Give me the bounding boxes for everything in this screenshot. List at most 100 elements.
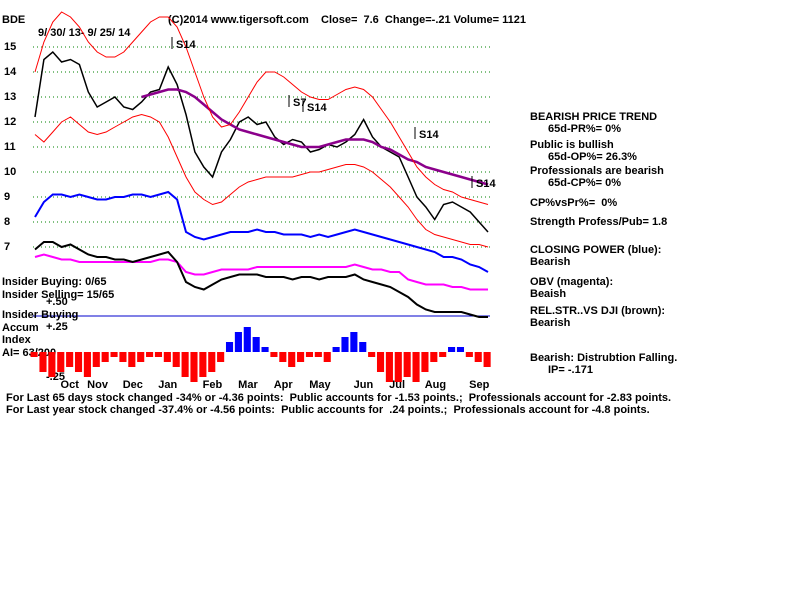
accum-bar: [57, 352, 65, 372]
accum-bar: [350, 332, 358, 352]
left-text: AI= 63/200: [2, 347, 56, 359]
accum-bar: [74, 352, 83, 372]
accum-bar: [163, 352, 171, 362]
right-text: Bearish: [530, 256, 571, 268]
accum-bar: [430, 352, 438, 362]
right-text: 65d-CP%= 0%: [548, 177, 621, 189]
y-tick-label: 11: [4, 141, 16, 153]
header: (C)2014 www.tigersoft.com Close= 7.6 Cha…: [168, 14, 526, 26]
signal-label: S14: [307, 102, 327, 114]
accum-bar: [92, 352, 100, 367]
accum-bar: [297, 352, 305, 362]
accum-bar: [208, 352, 216, 372]
accum-bar: [190, 352, 198, 382]
left-text: Insider Buying: 0/65: [2, 276, 107, 288]
y-tick-label: 12: [4, 116, 16, 128]
right-text: CP%vsPr%= 0%: [530, 197, 617, 209]
accum-bar: [394, 352, 402, 382]
y-tick-label: +.50: [46, 296, 68, 308]
x-tick-label: Feb: [203, 379, 223, 391]
right-text: Beaish: [530, 288, 566, 300]
right-text: Professionals are bearish: [530, 165, 664, 177]
accum-bar: [359, 342, 367, 352]
accum-bar: [448, 347, 456, 352]
y-tick-label: 15: [4, 41, 16, 53]
right-text: Bearish: Distrubtion Falling.: [530, 352, 677, 364]
accum-bar: [217, 352, 225, 362]
x-tick-label: May: [309, 379, 331, 391]
y-tick-label: 14: [4, 66, 17, 78]
accum-bar: [412, 352, 420, 382]
accum-bar: [403, 352, 411, 377]
legend-label: CLOSING POWER (blue):: [530, 244, 661, 256]
left-text: Insider Buying: [2, 309, 78, 321]
accum-bar: [181, 352, 189, 377]
y-tick-label: 9: [4, 191, 10, 203]
accum-bar: [305, 352, 314, 357]
right-text: 65d-OP%= 26.3%: [548, 151, 637, 163]
footer: For Last 65 days stock changed -34% or -…: [6, 392, 671, 404]
accum-bar: [172, 352, 180, 367]
accum-bar: [332, 347, 340, 352]
legend-label: REL.STR..VS DJI (brown):: [530, 305, 665, 317]
series-line: [141, 88, 489, 186]
accum-bar: [225, 342, 234, 352]
series-line: [34, 241, 488, 318]
accum-bar: [421, 352, 429, 372]
date-range: 9/ 30/ 13- 9/ 25/ 14: [38, 27, 131, 39]
accum-bar: [39, 352, 47, 372]
x-tick-label: Apr: [274, 379, 294, 391]
accum-bar: [48, 352, 56, 377]
x-tick-label: Nov: [87, 379, 109, 391]
accum-bar: [261, 347, 269, 352]
left-text: Index: [2, 334, 32, 346]
accum-bar: [154, 352, 163, 357]
accum-bar: [30, 352, 38, 357]
accum-bar: [279, 352, 287, 362]
series-line: [34, 11, 489, 205]
accum-bar: [83, 352, 91, 377]
accum-bar: [483, 352, 491, 367]
footer: For Last year stock changed -37.4% or -4…: [6, 404, 650, 416]
accum-bar: [66, 352, 74, 367]
y-tick-label: +.25: [46, 321, 68, 333]
right-text: Public is bullish: [530, 139, 614, 151]
accum-bar: [288, 352, 296, 367]
x-tick-label: Jun: [354, 379, 374, 391]
right-text: Strength Profess/Pub= 1.8: [530, 216, 667, 228]
accum-bar: [270, 352, 278, 357]
accum-bar: [474, 352, 482, 362]
series-line: [34, 190, 489, 273]
legend-label: OBV (magenta):: [530, 276, 613, 288]
accum-bar: [376, 352, 385, 372]
y-tick-label: 8: [4, 216, 10, 228]
accum-bar: [128, 352, 136, 367]
accum-bar: [101, 352, 109, 362]
accum-bar: [199, 352, 207, 377]
left-text: Accum: [2, 322, 39, 334]
left-text: Insider Selling= 15/65: [2, 289, 114, 301]
signal-label: S7: [293, 97, 306, 109]
series-line: [34, 50, 489, 233]
accum-bar: [368, 352, 376, 357]
accum-bar: [314, 352, 322, 357]
x-tick-label: Mar: [238, 379, 258, 391]
x-tick-label: Aug: [425, 379, 446, 391]
series-line: [34, 253, 488, 291]
x-tick-label: Jan: [158, 379, 177, 391]
signal-label: S14: [419, 129, 439, 141]
y-tick-label: 10: [4, 166, 16, 178]
ticker: BDE: [2, 14, 25, 26]
right-text: BEARISH PRICE TREND: [530, 111, 657, 123]
y-tick-label: 13: [4, 91, 16, 103]
series-line: [34, 113, 489, 248]
accum-bar: [119, 352, 127, 362]
x-tick-label: Sep: [469, 379, 489, 391]
y-tick-label: 7: [4, 241, 10, 253]
right-text: Bearish: [530, 317, 571, 329]
accum-bar: [234, 332, 242, 352]
accum-bar: [465, 352, 473, 357]
accum-bar: [137, 352, 145, 362]
